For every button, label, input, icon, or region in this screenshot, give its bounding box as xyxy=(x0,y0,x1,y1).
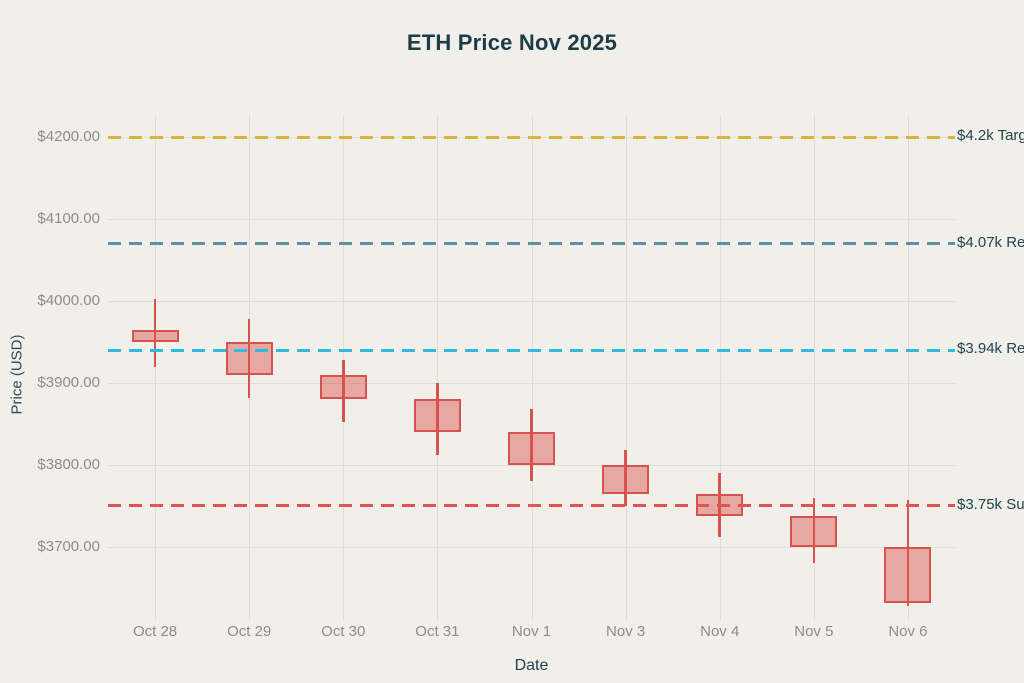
chart-title: ETH Price Nov 2025 xyxy=(406,30,618,55)
candle-wick-nov-1 xyxy=(530,409,533,482)
x-tick-label: Nov 6 xyxy=(888,623,928,640)
candle-oct-30[interactable] xyxy=(319,374,367,400)
gridline-vertical xyxy=(437,115,439,620)
ref-line-label: $3.94k Resistance xyxy=(957,340,1024,358)
gridline-vertical xyxy=(531,115,533,620)
y-tick-label: $4100.00 xyxy=(37,210,100,228)
candle-oct-29[interactable] xyxy=(225,342,273,375)
candle-wick-oct-28 xyxy=(153,299,157,367)
x-tick-label: Oct 28 xyxy=(132,623,178,640)
candle-nov-1[interactable] xyxy=(508,432,555,465)
gridline-vertical xyxy=(907,115,909,620)
x-tick-label: Nov 4 xyxy=(700,623,740,640)
x-tick-label: Nov 5 xyxy=(794,623,834,640)
y-tick-label: $3900.00 xyxy=(37,374,100,392)
y-tick-label: $3700.00 xyxy=(37,537,100,555)
x-tick-label: Nov 1 xyxy=(511,623,552,640)
y-tick-label: $4200.00 xyxy=(37,128,100,146)
x-tick-label: Nov 3 xyxy=(606,623,646,640)
candle-wick-oct-29 xyxy=(247,319,251,398)
ref-line xyxy=(108,504,955,508)
candle-wick-oct-30 xyxy=(342,360,345,423)
candle-wick-oct-31 xyxy=(436,383,439,456)
candle-oct-31[interactable] xyxy=(413,399,461,433)
y-tick-label: $3800.00 xyxy=(37,456,100,473)
ref-line xyxy=(108,242,955,246)
ref-line xyxy=(108,348,955,352)
candle-nov-5[interactable] xyxy=(790,515,838,547)
y-tick-label: $4000.00 xyxy=(37,292,100,310)
plot-area[interactable] xyxy=(108,115,955,620)
candle-wick-nov-5 xyxy=(812,497,816,564)
x-tick-label: Oct 30 xyxy=(321,623,366,640)
gridline-vertical xyxy=(719,115,721,620)
candle-wick-nov-6 xyxy=(906,500,910,606)
ref-line-label: $4.07k Resistance xyxy=(957,233,1024,251)
ref-line xyxy=(108,135,955,139)
gridline-vertical xyxy=(813,115,815,620)
candle-nov-6[interactable] xyxy=(884,546,932,603)
x-axis-title: Date xyxy=(514,657,549,674)
x-tick-label: Oct 31 xyxy=(415,623,460,640)
candle-nov-3[interactable] xyxy=(602,465,650,494)
x-tick-label: Oct 29 xyxy=(227,623,272,640)
ref-line-label: $3.75k Support xyxy=(957,495,1024,513)
candle-wick-nov-3 xyxy=(624,450,627,506)
gridline-vertical xyxy=(625,115,627,620)
ref-line-label: $4.2k Target xyxy=(957,127,1024,145)
gridline-vertical xyxy=(155,115,157,620)
candle-oct-28[interactable] xyxy=(131,329,179,343)
